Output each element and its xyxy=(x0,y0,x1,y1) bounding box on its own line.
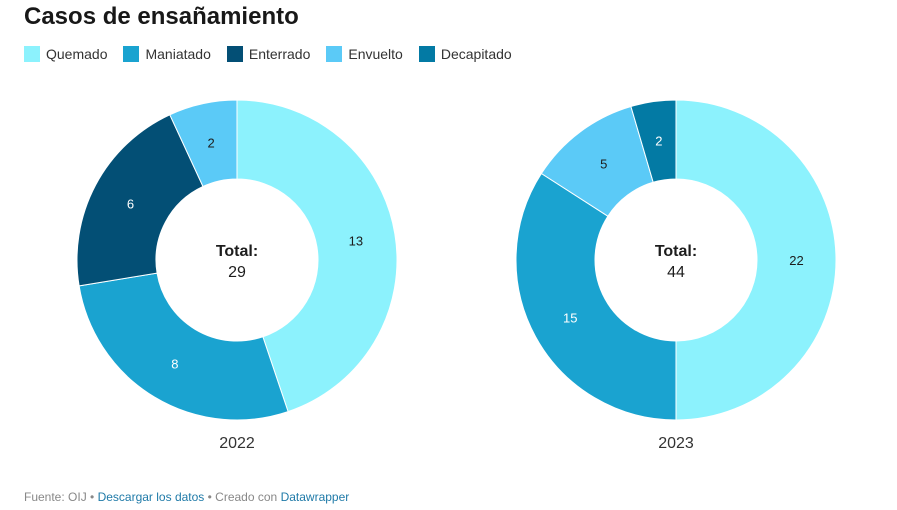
slice-value-label: 5 xyxy=(600,157,607,172)
total-label: Total: xyxy=(655,243,697,260)
footer-separator: • xyxy=(204,490,216,504)
slice-enterrado-2022 xyxy=(76,114,204,287)
slice-decapitado-2023 xyxy=(630,99,677,183)
total-value: 29 xyxy=(228,264,246,281)
legend-item-decapitado: Decapitado xyxy=(418,46,512,62)
legend-item-quemado: Quemado xyxy=(24,46,107,62)
slice-value-label: 22 xyxy=(789,253,803,268)
footer-source: Fuente: OIJ xyxy=(24,490,87,504)
donut-charts: 13 8 6 2 Total: 29 2022 22 15 5 2 Total: 44 2023 xyxy=(76,99,837,452)
legend-label: Envuelto xyxy=(348,46,403,62)
legend-swatch xyxy=(123,46,140,62)
slice-value-label: 2 xyxy=(207,135,214,150)
year-label: 2022 xyxy=(219,435,255,452)
slice-value-label: 13 xyxy=(349,234,363,249)
legend-label: Enterrado xyxy=(248,46,311,62)
slice-maniatado-2023 xyxy=(515,172,677,421)
footer-separator: • xyxy=(86,490,98,504)
year-label: 2023 xyxy=(658,435,694,452)
legend-swatch xyxy=(326,46,343,62)
slice-value-label: 15 xyxy=(563,311,577,326)
download-data-link[interactable]: Descargar los datos xyxy=(97,490,205,504)
total-label: Total: xyxy=(216,243,258,260)
datawrapper-link[interactable]: Datawrapper xyxy=(280,490,350,504)
slice-quemado-2022 xyxy=(236,99,398,413)
legend-item-maniatado: Maniatado xyxy=(123,46,211,62)
legend: Quemado Maniatado Enterrado Envuelto Dec… xyxy=(24,46,528,62)
legend-swatch xyxy=(24,46,40,62)
chart-title: Casos de ensañamiento xyxy=(24,3,299,30)
slice-envuelto-2022 xyxy=(169,99,238,188)
footer: Fuente: OIJ • Descargar los datos • Crea… xyxy=(24,490,349,504)
legend-item-envuelto: Envuelto xyxy=(326,46,403,62)
legend-swatch xyxy=(226,46,243,62)
slice-value-label: 2 xyxy=(655,134,662,149)
slice-maniatado-2022 xyxy=(78,272,289,421)
footer-created: Creado con xyxy=(215,490,278,504)
slice-value-label: 8 xyxy=(171,356,178,371)
slice-quemado-2023 xyxy=(675,99,837,421)
legend-label: Maniatado xyxy=(145,46,211,62)
legend-label: Quemado xyxy=(46,46,108,62)
total-value: 44 xyxy=(667,264,685,281)
legend-item-enterrado: Enterrado xyxy=(226,46,311,62)
slice-value-label: 6 xyxy=(127,197,134,212)
legend-label: Decapitado xyxy=(440,46,512,62)
legend-swatch xyxy=(418,46,435,62)
